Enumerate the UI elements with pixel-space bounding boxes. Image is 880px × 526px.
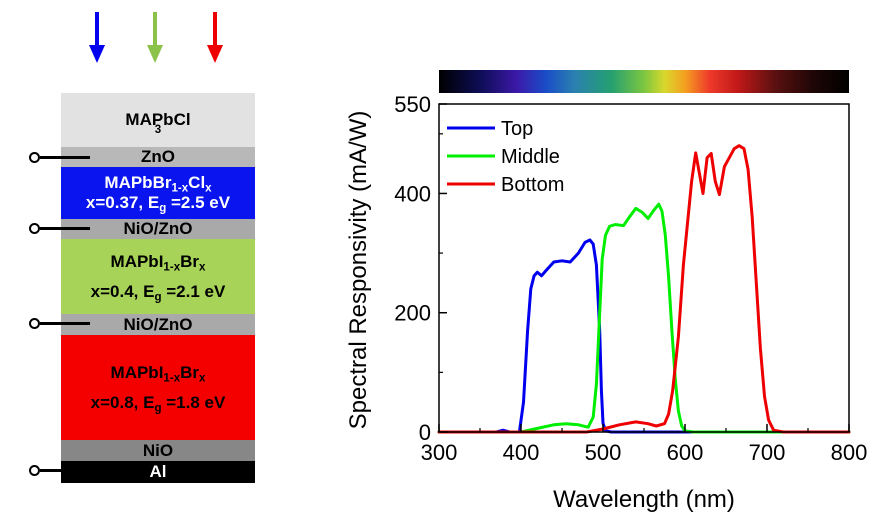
y-axis-label: Spectral Responsivity (mA/W): [345, 111, 372, 430]
series-line-middle: [437, 202, 851, 434]
spectral-responsivity-chart: 300 400 500 600 700 800 0 200 400 550 Wavelength (…: [345, 70, 868, 513]
layer-mapbi-04: MAPbI1-xBrx x=0.4, Eg =2.1 eV: [61, 239, 255, 314]
legend-label-bottom: Bottom: [501, 174, 564, 196]
layer-nio-zno-2: NiO/ZnO: [61, 314, 255, 335]
contact-terminal: [29, 152, 40, 163]
contact-terminal: [29, 223, 40, 234]
legend: Top Middle Bottom: [447, 118, 564, 196]
x-tick-label: 500: [585, 440, 622, 465]
y-tick-label: 0: [419, 420, 431, 445]
y-tick-label: 200: [394, 301, 431, 326]
contact-wire: [40, 469, 90, 472]
light-arrow: [147, 12, 163, 63]
solar-cell-stack-diagram: MAPbCl 3 ZnO MAPbBr1-xClx x=0.37, Eg =2.5 eV…: [0, 0, 330, 526]
series-line-top: [437, 238, 851, 434]
x-tick-label: 700: [749, 440, 786, 465]
layer-mapbbr: MAPbBr1-xClx x=0.37, Eg =2.5 eV: [61, 167, 255, 219]
layer-al: Al: [61, 461, 255, 483]
x-tick-label: 800: [831, 440, 868, 465]
layer-mapbcl3: MAPbCl 3: [61, 93, 255, 147]
layer-mapbi-08: MAPbI1-xBrx x=0.8, Eg =1.8 eV: [61, 335, 255, 440]
contact-wire: [40, 227, 90, 230]
contact-terminal: [29, 465, 40, 476]
y-tick-label: 400: [394, 181, 431, 206]
x-tick-label: 400: [503, 440, 540, 465]
legend-label-middle: Middle: [501, 146, 560, 168]
series-line-bottom: [437, 144, 851, 434]
incident-light-arrows: [89, 12, 223, 63]
spectrum-colorbar: [439, 70, 849, 93]
contact-wire: [40, 322, 90, 325]
x-tick-label: 600: [667, 440, 704, 465]
legend-label-top: Top: [501, 118, 533, 140]
contact-terminal: [29, 318, 40, 329]
light-arrow: [207, 12, 223, 63]
x-axis-label: Wavelength (nm): [553, 486, 735, 513]
light-arrow: [89, 12, 105, 63]
layer-zno: ZnO: [61, 147, 255, 167]
layer-nio-zno-1: NiO/ZnO: [61, 219, 255, 239]
contact-wire: [40, 156, 90, 159]
layer-nio: NiO: [61, 440, 255, 461]
y-tick-label: 550: [394, 92, 431, 117]
x-tick-label: 300: [421, 440, 458, 465]
